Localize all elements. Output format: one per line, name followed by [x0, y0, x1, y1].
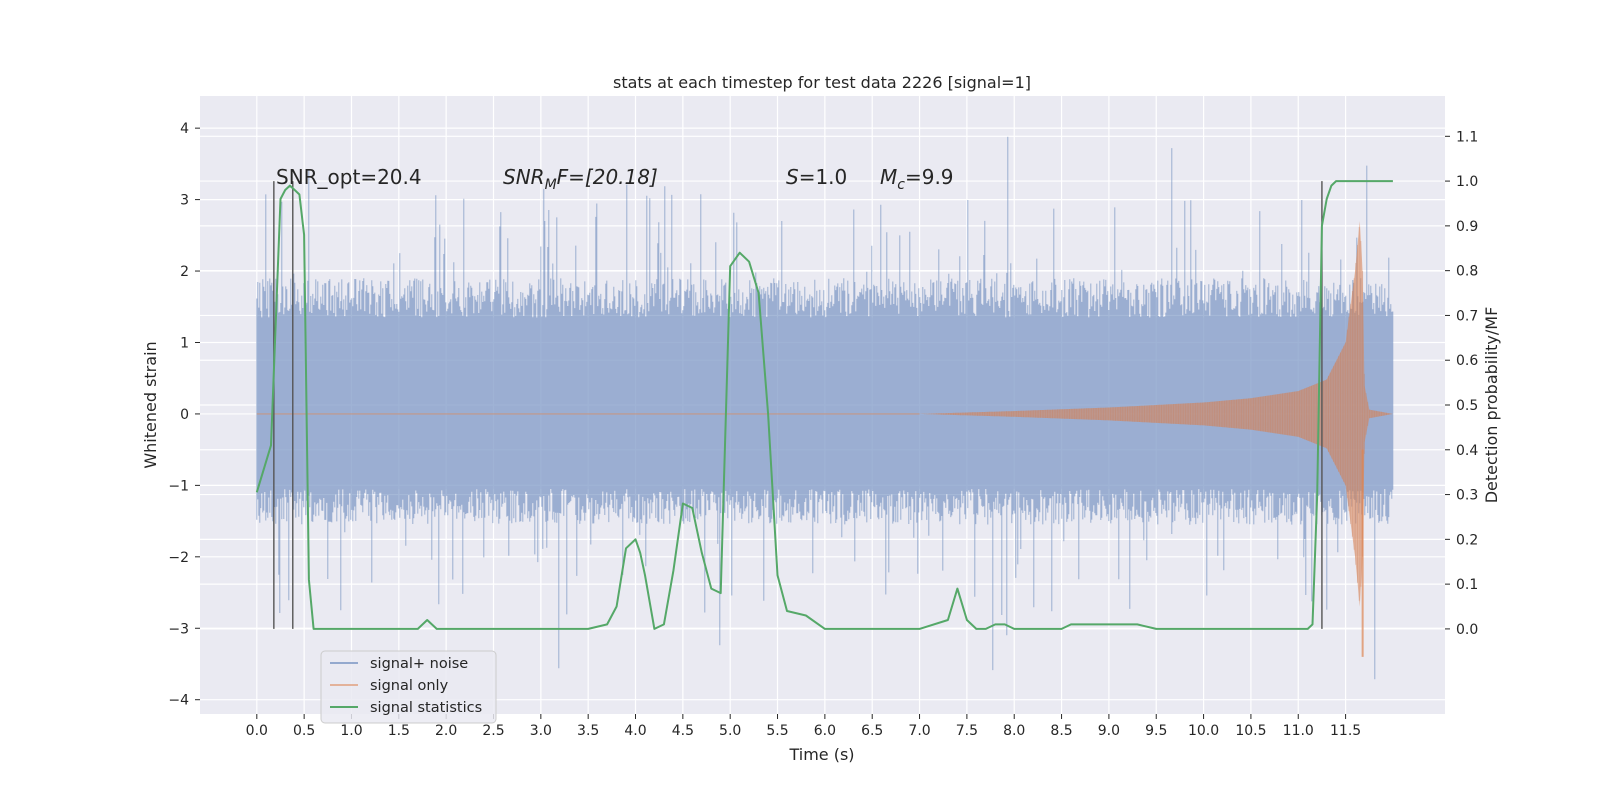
y2-tick-label: 0.9	[1456, 219, 1478, 235]
x-axis-title: Time (s)	[788, 745, 854, 764]
x-tick-label: 0.0	[246, 723, 268, 739]
y2-tick-label: 0.5	[1456, 398, 1478, 414]
legend-label-signal-only: signal only	[370, 678, 449, 694]
legend-label-signal-noise: signal+ noise	[370, 656, 468, 672]
x-tick-label: 10.5	[1235, 723, 1266, 739]
signal-statistics-line	[255, 180, 1393, 630]
x-tick-label: 2.5	[482, 723, 504, 739]
x-tick-label: 4.5	[672, 723, 694, 739]
x-tick-label: 8.5	[1050, 723, 1072, 739]
y-tick-label: 1	[180, 335, 189, 351]
legend-box	[320, 650, 497, 724]
legend-label-signal-statistics: signal statistics	[370, 700, 482, 716]
y2-tick-label: 0.3	[1456, 488, 1478, 504]
y-tick-label: 2	[180, 264, 189, 280]
x-tick-label: 2.0	[435, 723, 457, 739]
y-tick-label: −2	[168, 550, 189, 566]
x-tick-label: 5.0	[719, 723, 741, 739]
y-tick-label: −4	[168, 693, 189, 709]
y2-tick-label: 0.6	[1456, 353, 1478, 369]
y-tick-label: −3	[168, 621, 189, 637]
y2-tick-label: 0.8	[1456, 264, 1478, 280]
x-tick-label: 9.5	[1145, 723, 1167, 739]
x-tick-label: 3.5	[577, 723, 599, 739]
x-tick-label: 8.0	[1003, 723, 1025, 739]
x-tick-label: 5.5	[766, 723, 788, 739]
chart-title: stats at each timestep for test data 222…	[613, 73, 1031, 92]
x-tick-label: 9.0	[1098, 723, 1120, 739]
x-tick-label: 10.0	[1188, 723, 1219, 739]
y2-tick-label: 0.0	[1456, 622, 1478, 638]
y2-tick-label: 0.4	[1456, 443, 1478, 459]
y2-tick-label: 1.0	[1456, 174, 1478, 190]
signal-only-oscillation	[920, 227, 1393, 601]
x-tick-label: 1.0	[340, 723, 362, 739]
y2-axis-ticks: 1.1 1.0 0.9 0.8 0.7 0.6 0.5 0.4 0.3 0.2 0.1 0.0	[1445, 129, 1478, 638]
annotation-snr-opt: SNR_opt=20.4	[276, 165, 422, 189]
x-tick-label: 6.0	[814, 723, 836, 739]
x-tick-label: 11.5	[1330, 723, 1361, 739]
x-axis-ticks: 0.0 0.5 1.0 1.5 2.0 2.5 3.0 3.5 4.0 4.5 5.0 5.5 6.0 6…	[246, 714, 1361, 739]
y-tick-label: −1	[168, 478, 189, 494]
x-tick-label: 1.5	[388, 723, 410, 739]
x-tick-label: 3.0	[530, 723, 552, 739]
x-tick-label: 0.5	[293, 723, 315, 739]
x-tick-label: 7.0	[908, 723, 930, 739]
y2-tick-label: 0.7	[1456, 308, 1478, 324]
y2-tick-label: 0.1	[1456, 577, 1478, 593]
x-tick-label: 6.5	[861, 723, 883, 739]
series-signal-only	[256, 221, 1393, 657]
legend: signal+ noise signal only signal statist…	[320, 650, 497, 724]
y2-tick-label: 0.2	[1456, 532, 1478, 548]
annotation-row: SNR_opt=20.4 SNRMF=[20.18] S=1.0 Mc=9.9	[276, 165, 954, 193]
y-tick-label: 0	[180, 407, 189, 423]
annotation-mc: Mc=9.9	[880, 165, 954, 193]
annotation-s: S=1.0	[786, 165, 847, 189]
x-tick-label: 7.5	[956, 723, 978, 739]
x-tick-label: 4.0	[624, 723, 646, 739]
y2-tick-label: 1.1	[1456, 129, 1478, 145]
y-tick-label: 4	[180, 121, 189, 137]
y-axis-title: Whitened strain	[141, 341, 160, 468]
signal-only-envelope	[919, 221, 1393, 607]
y-axis-ticks: 4 3 2 1 0 −1 −2 −3 −4	[168, 121, 200, 709]
series-signal-statistics	[255, 180, 1393, 630]
y-tick-label: 3	[180, 193, 189, 209]
y2-axis-title: Detection probability/MF	[1482, 307, 1501, 504]
annotation-snr-mf: SNRMF=[20.18]	[503, 165, 658, 193]
x-tick-label: 11.0	[1283, 723, 1314, 739]
